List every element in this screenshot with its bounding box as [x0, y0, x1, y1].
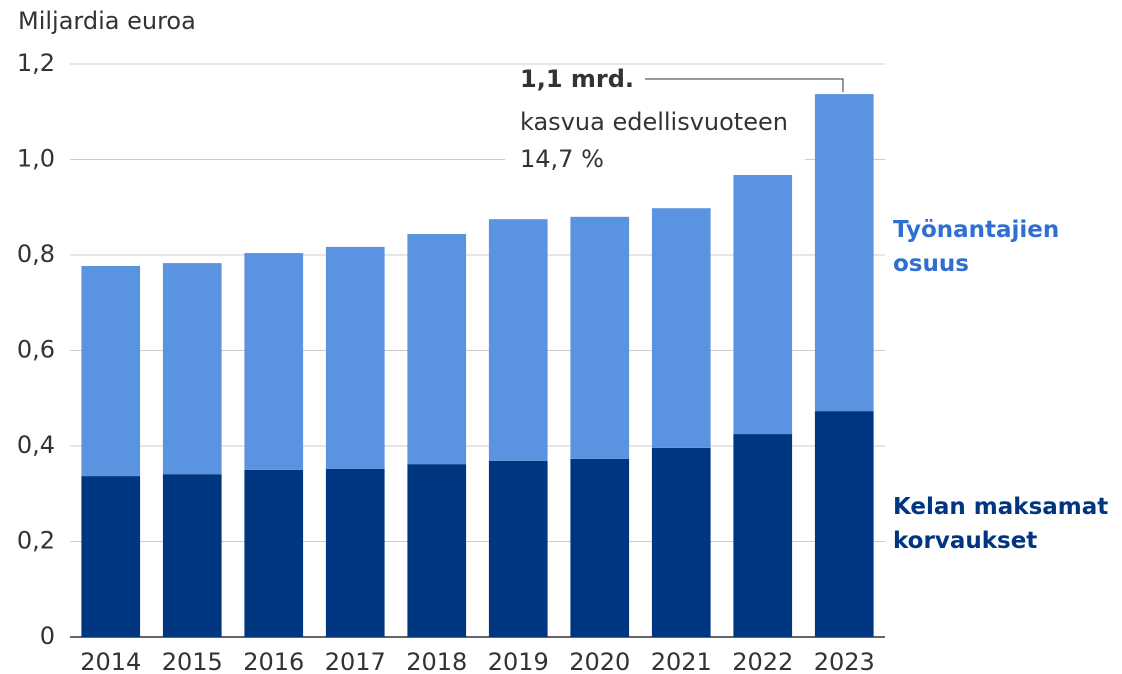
bar-segment: [570, 458, 630, 637]
annotation-leader: [645, 78, 844, 92]
x-tick-label: 2016: [243, 648, 304, 674]
bar-segment: [733, 162, 793, 435]
bar-segment: [570, 216, 630, 459]
bar-segment: [162, 263, 222, 475]
x-tick-label: 2019: [488, 648, 549, 674]
annotation-title: 1,1 mrd.: [520, 65, 634, 93]
bar-segment: [325, 246, 385, 469]
annotation-line: kasvua edellisvuoteen: [520, 108, 788, 136]
bar-segment: [162, 474, 222, 637]
annotation-line: 14,7 %: [520, 145, 604, 173]
legend-label: Työnantajien osuus: [893, 217, 1060, 277]
bar-segment: [488, 219, 548, 461]
bar-segment: [244, 253, 304, 470]
x-tick-label: 2021: [651, 648, 712, 674]
bar-segment: [81, 476, 141, 637]
bar-segment: [407, 233, 467, 465]
bar-segment: [651, 447, 711, 637]
x-tick-label: 2014: [80, 648, 141, 674]
x-tick-label: 2017: [325, 648, 386, 674]
bar-segment: [733, 434, 793, 637]
y-tick-label: 0,8: [17, 240, 55, 268]
y-tick-label: 0,6: [17, 336, 55, 364]
bar-segment: [407, 464, 467, 637]
x-tick-label: 2022: [732, 648, 793, 674]
legend-label: Kelan maksamat korvaukset: [893, 494, 1109, 554]
y-axis-label: Miljardia euroa: [18, 7, 196, 35]
bar-segment: [244, 469, 304, 637]
y-tick-label: 1,0: [17, 145, 55, 173]
y-tick-label: 0: [40, 622, 55, 650]
bar-segment: [81, 265, 141, 477]
x-tick-label: 2020: [569, 648, 630, 674]
bar-segment: [488, 460, 548, 637]
x-tick-label: 2023: [814, 648, 875, 674]
bar-segment: [814, 411, 874, 637]
y-tick-label: 0,2: [17, 527, 55, 555]
annotation-bg: [505, 100, 805, 175]
x-tick-label: 2018: [406, 648, 467, 674]
x-tick-label: 2015: [162, 648, 223, 674]
bar-segment: [651, 208, 711, 448]
bar-segment: [325, 468, 385, 637]
y-tick-label: 1,2: [17, 49, 55, 77]
bar-segment: [814, 94, 874, 412]
y-tick-label: 0,4: [17, 431, 55, 459]
